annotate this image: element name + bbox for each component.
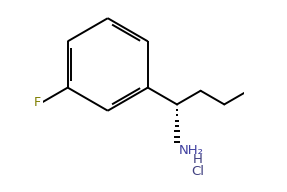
Text: H: H: [193, 153, 203, 166]
Text: NH₂: NH₂: [179, 144, 204, 157]
Text: Cl: Cl: [191, 165, 204, 178]
Text: F: F: [33, 96, 40, 109]
